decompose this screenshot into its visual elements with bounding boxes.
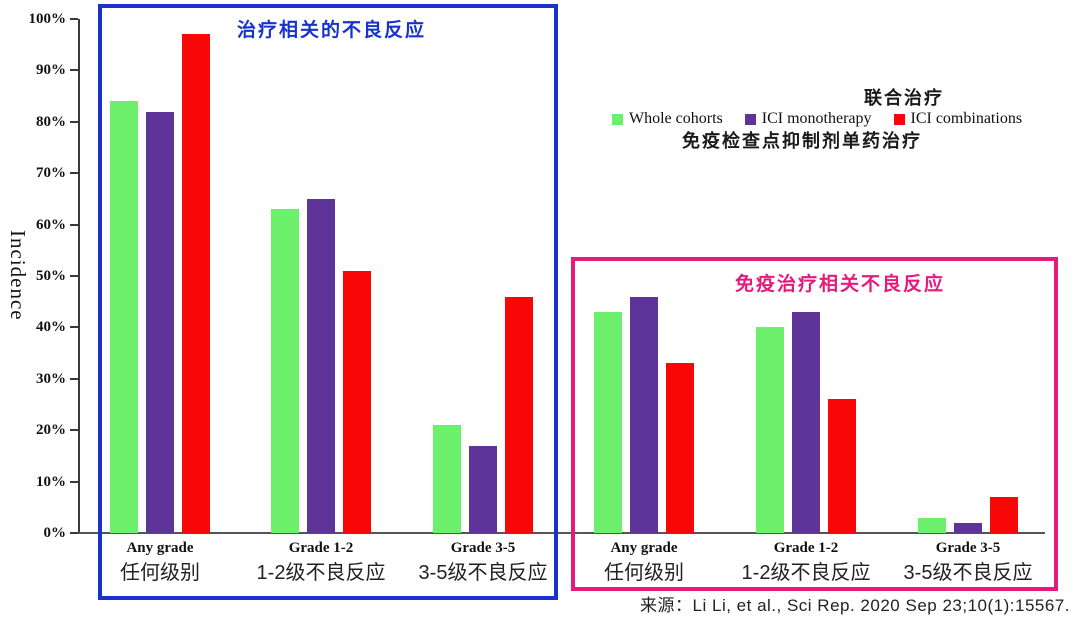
bar-treatment_related-any-grade-ici-combinations [182, 34, 210, 533]
y-tick-label: 70% [36, 165, 66, 182]
category-label-zh: 任何级别 [120, 562, 200, 584]
bar-immune_related-grade-3-5-ici-combinations [990, 497, 1018, 533]
bar-treatment_related-any-grade-ici-monotherapy [146, 111, 174, 533]
category-label-zh: 3-5级不良反应 [418, 562, 548, 584]
combination-therapy-annotation: 联合治疗 [864, 88, 944, 108]
y-tick-mark [70, 326, 78, 329]
y-tick-mark [70, 429, 78, 432]
y-tick-label: 10% [36, 473, 66, 490]
bar-treatment_related-grade-1-2-ici-combinations [343, 270, 371, 533]
y-tick-label: 80% [36, 113, 66, 130]
y-tick-mark [70, 480, 78, 483]
y-tick-label: 30% [36, 370, 66, 387]
legend-item-ici-combinations: ICI combinations [893, 110, 1023, 128]
bar-immune_related-grade-3-5-whole-cohorts [918, 517, 946, 533]
category-label-en: Grade 1-2 [773, 540, 839, 556]
legend: Whole cohorts ICI monotherapy ICI combin… [612, 110, 1022, 128]
category-label-en: Grade 3-5 [935, 540, 1001, 556]
bar-treatment_related-any-grade-whole-cohorts [110, 101, 138, 533]
y-tick-label: 90% [36, 62, 66, 79]
y-tick-mark [70, 69, 78, 72]
legend-item-ici-monotherapy: ICI monotherapy [744, 110, 872, 128]
y-tick-label: 50% [36, 268, 66, 284]
category-label-zh: 3-5级不良反应 [903, 562, 1033, 584]
bar-treatment_related-grade-3-5-ici-monotherapy [469, 445, 497, 533]
legend-item-whole-cohorts: Whole cohorts [612, 110, 723, 128]
category-label-en: Any grade [610, 540, 678, 556]
y-tick-label: 20% [36, 422, 66, 439]
bar-immune_related-grade-1-2-ici-monotherapy [792, 311, 820, 533]
bar-immune_related-any-grade-ici-monotherapy [630, 296, 658, 533]
whole-cohorts-swatch-icon [612, 113, 623, 125]
bar-treatment_related-grade-3-5-whole-cohorts [433, 425, 461, 533]
x-axis-line [78, 532, 1045, 534]
immune-related-title: 免疫治疗相关不良反应 [735, 274, 946, 295]
category-label-zh: 任何级别 [604, 562, 684, 584]
y-tick-mark [70, 18, 78, 20]
ici-combinations-swatch-icon [893, 113, 905, 125]
y-tick-label: 40% [36, 319, 66, 336]
category-label-en: Grade 3-5 [450, 540, 516, 556]
category-label-zh: 1-2级不良反应 [256, 562, 386, 584]
y-tick-label: 60% [36, 216, 66, 233]
y-axis-title: Incidence [6, 229, 30, 321]
treatment-related-title: 治疗相关的不良反应 [237, 20, 427, 41]
category-label-en: Any grade [126, 540, 194, 556]
bar-immune_related-any-grade-ici-combinations [666, 363, 694, 533]
monotherapy-annotation: 免疫检查点抑制剂单药治疗 [682, 131, 922, 151]
y-tick-mark [70, 223, 78, 226]
bar-treatment_related-grade-1-2-ici-monotherapy [307, 198, 335, 533]
legend-label: ICI monotherapy [761, 110, 872, 127]
y-tick-mark [70, 532, 78, 534]
y-tick-mark [70, 377, 78, 380]
y-tick-mark [70, 275, 78, 277]
legend-label: ICI combinations [910, 110, 1023, 127]
bar-immune_related-grade-1-2-whole-cohorts [756, 327, 784, 533]
bar-treatment_related-grade-3-5-ici-combinations [505, 296, 533, 533]
bar-treatment_related-grade-1-2-whole-cohorts [271, 209, 299, 533]
y-tick-mark [70, 120, 78, 123]
y-tick-label: 100% [28, 11, 67, 27]
y-axis-line [78, 19, 80, 534]
category-label-zh: 1-2级不良反应 [741, 562, 871, 584]
y-tick-mark [70, 172, 78, 175]
y-tick-label: 0% [43, 525, 67, 541]
bar-immune_related-any-grade-whole-cohorts [594, 311, 622, 533]
source-citation: 来源：Li Li, et al., Sci Rep. 2020 Sep 23;1… [640, 596, 1070, 615]
legend-label: Whole cohorts [629, 110, 723, 127]
ici-monotherapy-swatch-icon [744, 113, 756, 125]
category-label-en: Grade 1-2 [288, 540, 354, 556]
bar-immune_related-grade-1-2-ici-combinations [828, 399, 856, 533]
bar-immune_related-grade-3-5-ici-monotherapy [954, 522, 982, 533]
